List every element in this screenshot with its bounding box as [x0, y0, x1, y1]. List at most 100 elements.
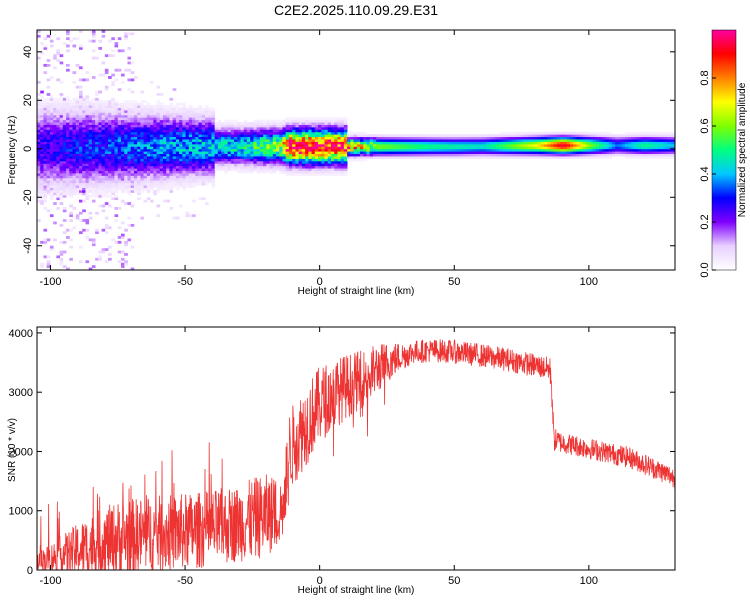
spectrogram-cell: [605, 148, 610, 152]
spectrogram-cell: [56, 170, 61, 174]
spectrogram-cell: [146, 168, 151, 171]
spectrogram-cell: [153, 122, 157, 125]
spectrogram-cell: [88, 122, 93, 125]
spectrogram-cell: [111, 197, 115, 201]
spectrogram-cell: [314, 131, 319, 135]
spectrogram-cell: [437, 148, 442, 152]
spectrogram-cell: [49, 76, 54, 79]
spectrogram-cell: [95, 90, 99, 94]
spectrogram-cell: [153, 129, 157, 133]
spectrogram-cell: [120, 151, 125, 155]
spectrogram-cell: [137, 146, 141, 150]
spectrogram-cell: [66, 100, 70, 104]
spectrogram-cell: [240, 165, 245, 169]
spectrogram-cell: [450, 134, 455, 138]
spectrogram-cell: [660, 139, 665, 142]
spectrogram-cell: [198, 107, 203, 111]
spectrogram-cell: [146, 129, 151, 133]
spectrogram-cell: [360, 143, 364, 147]
spectrogram-cell: [140, 153, 144, 157]
spectrogram-cell: [369, 151, 374, 155]
spectrogram-y-tick-label: 0: [22, 146, 34, 152]
spectrogram-cell: [508, 153, 513, 157]
spectrogram-cell: [37, 80, 41, 84]
spectrogram-cell: [169, 180, 174, 184]
spectrogram-cell: [230, 141, 235, 145]
spectrogram-cell: [563, 151, 568, 155]
spectrogram-cell: [169, 110, 174, 113]
spectrogram-cell: [56, 97, 61, 101]
spectrogram-cell: [111, 182, 115, 186]
spectrogram-cell: [111, 185, 115, 188]
spectrogram-cell: [91, 156, 96, 159]
spectrogram-cell: [579, 141, 584, 145]
spectrogram-cell: [175, 156, 180, 159]
spectrogram-cell: [427, 153, 432, 157]
spectrogram-cell: [505, 151, 510, 155]
spectrogram-cell: [198, 182, 203, 186]
spectrogram-cell: [69, 245, 73, 249]
spectrogram-cell: [78, 158, 83, 162]
spectrogram-cell: [343, 134, 348, 138]
spectrogram-cell: [221, 156, 225, 159]
spectrogram-cell: [198, 134, 203, 138]
spectrogram-cell: [82, 112, 86, 116]
spectrogram-cell: [101, 143, 106, 147]
spectrogram-cell: [582, 134, 587, 138]
spectrogram-cell: [311, 143, 316, 147]
spectrogram-cell: [502, 153, 506, 157]
spectrogram-cell: [49, 105, 54, 108]
spectrogram-cell: [321, 141, 325, 145]
spectrogram-cell: [279, 146, 283, 150]
spectrogram-cell: [172, 141, 177, 145]
spectrogram-cell: [592, 141, 597, 145]
spectrogram-cell: [72, 173, 77, 176]
spectrogram-cell: [66, 102, 70, 106]
spectrogram-cell: [366, 134, 371, 138]
spectrogram-cell: [327, 134, 332, 138]
spectrogram-cell: [130, 223, 135, 227]
spectrogram-cell: [301, 143, 306, 147]
spectrogram-cell: [169, 102, 174, 106]
spectrogram-cell: [40, 265, 44, 268]
spectrogram-cell: [120, 153, 125, 157]
spectrogram-cell: [463, 134, 468, 138]
spectrogram-cell: [69, 190, 73, 193]
spectrogram-cell: [337, 143, 342, 147]
spectrogram-cell: [246, 141, 251, 145]
spectrogram-cell: [489, 139, 493, 142]
spectrogram-cell: [95, 105, 99, 108]
spectrogram-cell: [37, 156, 41, 159]
spectrogram-cell: [140, 117, 144, 121]
spectrogram-cell: [69, 139, 73, 142]
spectrogram-cell: [482, 134, 487, 138]
spectrogram-cell: [363, 158, 367, 162]
spectrogram-cell: [66, 177, 70, 181]
snr-y-tick-label: 0: [27, 565, 33, 577]
spectrogram-cell: [460, 136, 464, 140]
spectrogram-cell: [40, 262, 44, 266]
spectrogram-cell: [175, 153, 180, 157]
spectrogram-cell: [98, 165, 103, 169]
spectrogram-cell: [259, 163, 264, 167]
spectrogram-cell: [340, 117, 345, 121]
spectrogram-cell: [330, 119, 335, 123]
spectrogram-cell: [40, 158, 44, 162]
spectrogram-cell: [256, 122, 261, 125]
spectrogram-cell: [82, 209, 86, 213]
spectrogram-cell: [72, 119, 77, 123]
spectrogram-cell: [259, 122, 264, 125]
spectrogram-cell: [156, 185, 161, 188]
spectrogram-cell: [398, 136, 403, 140]
spectrogram-cell: [172, 117, 177, 121]
spectrogram-cell: [98, 141, 103, 145]
spectrogram-cell: [162, 119, 167, 123]
spectrogram-cell: [276, 146, 280, 150]
spectrogram-cell: [353, 153, 358, 157]
spectrogram-cell: [88, 190, 93, 193]
spectrogram-cell: [82, 173, 86, 176]
spectrogram-cell: [75, 180, 80, 184]
spectrogram-cell: [192, 165, 196, 169]
spectrogram-cell: [272, 163, 277, 167]
spectrogram-cell: [75, 158, 80, 162]
